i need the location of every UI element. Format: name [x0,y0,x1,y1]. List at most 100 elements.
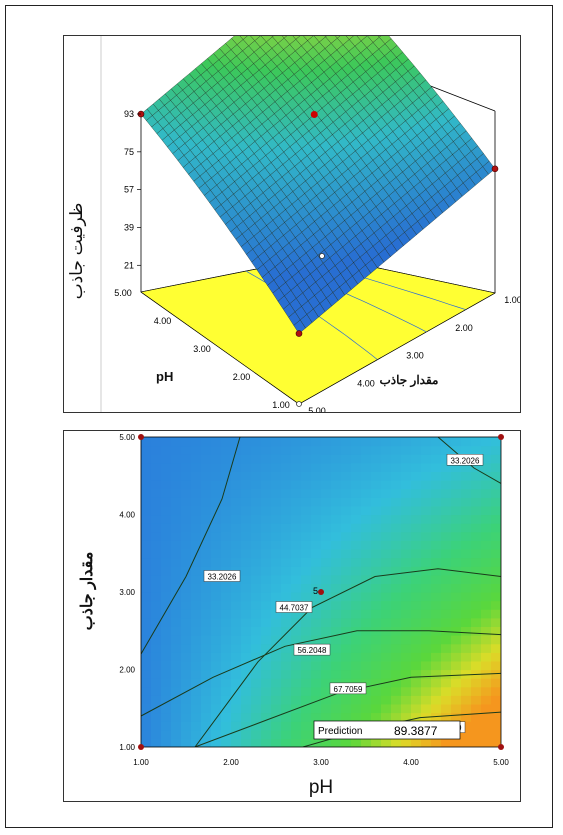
heatmap-cell [471,445,482,455]
heatmap-cell [241,540,252,550]
heatmap-cell [381,480,392,490]
heatmap-cell [481,686,492,696]
heatmap-cell [361,471,372,481]
heatmap-cell [351,669,362,679]
heatmap-cell [471,652,482,662]
heatmap-cell [281,523,292,533]
heatmap-cell [181,445,192,455]
heatmap-cell [401,497,412,507]
heatmap-cell [391,592,402,602]
heatmap-cell [311,660,322,671]
heatmap-cell [441,652,452,662]
heatmap-cell [481,497,492,507]
heatmap-cell [401,695,412,705]
heatmap-cell [361,523,372,533]
heatmap-cell [331,574,342,584]
heatmap-cell [171,729,182,739]
x-tick-label: 5.00 [493,758,509,767]
heatmap-cell [261,566,272,576]
heatmap-cell [411,454,422,464]
heatmap-cell [211,609,222,619]
heatmap-cell [491,557,501,567]
heatmap-cell [391,505,402,516]
heatmap-cell [441,626,452,636]
design-point [295,330,303,337]
heatmap-cell [251,557,262,567]
heatmap-cell [441,566,452,576]
heatmap-cell [341,557,352,567]
heatmap-cell [291,566,302,576]
heatmap-cell [461,652,472,662]
heatmap-cell [471,557,482,567]
heatmap-cell [331,523,342,533]
heatmap-cell [471,686,482,696]
heatmap-cell [171,712,182,722]
heatmap-cell [261,712,272,722]
heatmap-cell [421,643,432,653]
heatmap-cell [321,583,332,593]
heatmap-cell [221,721,232,731]
heatmap-cell [221,462,232,472]
heatmap-cell [271,566,282,576]
heatmap-cell [381,652,392,662]
heatmap-cell [381,643,392,653]
heatmap-cell [221,738,232,747]
heatmap-cell [191,660,202,671]
heatmap-cell [271,738,282,747]
heatmap-cell [461,497,472,507]
heatmap-cell [491,592,501,602]
heatmap-cell [331,548,342,559]
heatmap-cell [431,617,442,627]
heatmap-cell [481,574,492,584]
heatmap-cell [471,609,482,619]
heatmap-cell [211,695,222,705]
heatmap-cell [271,669,282,679]
heatmap-cell [191,678,202,688]
heatmap-cell [181,548,192,559]
heatmap-cell [401,583,412,593]
heatmap-cell [431,574,442,584]
heatmap-cell [141,729,152,739]
heatmap-cell [461,738,472,747]
heatmap-cell [341,454,352,464]
heatmap-cell [321,574,332,584]
adsorbent-tick-label: 1.00 [504,295,520,305]
heatmap-cell [311,574,322,584]
heatmap-cell [181,583,192,593]
heatmap-cell [271,471,282,481]
y-tick-label: 4.00 [119,511,135,520]
heatmap-cell [261,738,272,747]
heatmap-cell [321,531,332,541]
heatmap-cell [341,592,352,602]
heatmap-cell [251,626,262,636]
heatmap-cell [411,437,422,447]
heatmap-cell [471,738,482,747]
heatmap-cell [341,660,352,671]
heatmap-cell [251,635,262,645]
heatmap-cell [441,738,452,747]
heatmap-cell [461,557,472,567]
heatmap-cell [151,497,162,507]
contour-plot-panel: 33.202633.202644.703756.204867.705979.20… [63,430,521,802]
heatmap-cell [211,617,222,627]
heatmap-cell [361,635,372,645]
heatmap-cell [251,471,262,481]
heatmap-cell [311,514,322,524]
heatmap-cell [281,652,292,662]
heatmap-cell [441,574,452,584]
heatmap-cell [141,514,152,524]
heatmap-cell [281,488,292,498]
heatmap-cell [341,617,352,627]
heatmap-cell [471,574,482,584]
heatmap-cell [401,437,412,447]
heatmap-cell [171,540,182,550]
z-tick-label: 21 [124,260,134,270]
heatmap-cell [361,437,372,447]
heatmap-cell [191,566,202,576]
heatmap-cell [241,712,252,722]
heatmap-cell [411,643,422,653]
heatmap-cell [281,712,292,722]
heatmap-cell [421,686,432,696]
heatmap-cell [281,729,292,739]
heatmap-cell [291,669,302,679]
